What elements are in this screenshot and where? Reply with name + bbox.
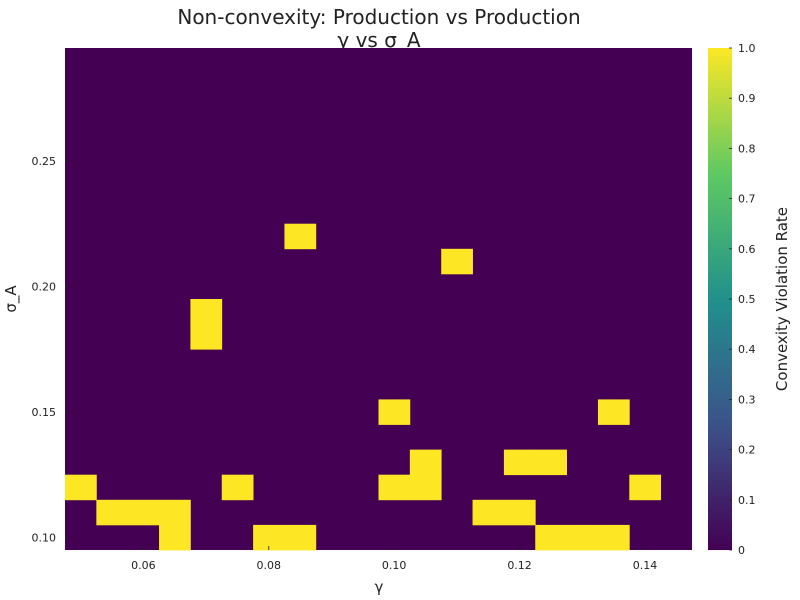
heatmap-cell bbox=[378, 399, 411, 425]
heatmap-cell bbox=[190, 324, 223, 350]
heatmap-cell bbox=[378, 474, 411, 501]
heatmap-cell bbox=[409, 449, 442, 476]
colorbar-label: Convexity Violation Rate bbox=[773, 207, 791, 391]
chart-title: Non-convexity: Production vs Production bbox=[177, 5, 580, 29]
heatmap-cell bbox=[503, 449, 536, 476]
colorbar-tick-label: 0.6 bbox=[738, 243, 756, 256]
plot-area bbox=[65, 48, 692, 551]
heatmap-cell bbox=[629, 474, 662, 501]
x-tick-label: 0.12 bbox=[507, 559, 532, 572]
colorbar-tick-label: 0.8 bbox=[738, 142, 756, 155]
colorbar-tick-label: 0.2 bbox=[738, 444, 756, 457]
x-axis-ticks: 0.06 0.08 0.10 0.12 0.14 bbox=[131, 546, 657, 572]
x-tick-label: 0.08 bbox=[257, 559, 282, 572]
heatmap-cell bbox=[284, 524, 317, 551]
heatmap-cells bbox=[65, 223, 662, 551]
heatmap-cell bbox=[190, 299, 223, 325]
colorbar-ticks: 0 0.1 0.2 0.3 0.4 0.5 0.6 0.7 0.8 0.9 1.0 bbox=[729, 42, 756, 557]
heatmap-cell bbox=[159, 524, 191, 551]
x-axis-label: γ bbox=[375, 578, 384, 596]
heatmap-cell bbox=[441, 248, 473, 275]
colorbar-tick-label: 0.9 bbox=[738, 92, 756, 105]
heatmap-cell bbox=[221, 474, 254, 501]
heatmap-cell bbox=[127, 499, 160, 526]
colorbar-tick-label: 0 bbox=[738, 544, 745, 557]
heatmap-cell bbox=[597, 524, 630, 551]
y-axis-label: σ_A bbox=[2, 285, 21, 313]
y-tick-label: 0.10 bbox=[32, 531, 57, 544]
colorbar-tick-label: 0.4 bbox=[738, 343, 756, 356]
heatmap-cell bbox=[284, 223, 317, 250]
colorbar bbox=[708, 48, 732, 550]
heatmap-cell bbox=[472, 499, 505, 526]
heatmap-cell bbox=[535, 449, 567, 476]
x-tick-label: 0.14 bbox=[633, 559, 658, 572]
heatmap-cell bbox=[159, 499, 191, 526]
x-tick-label: 0.06 bbox=[131, 559, 156, 572]
plot-background bbox=[65, 48, 692, 550]
y-tick-label: 0.25 bbox=[32, 155, 57, 168]
heatmap-cell bbox=[535, 524, 567, 551]
colorbar-tick-label: 0.5 bbox=[738, 293, 756, 306]
heatmap-cell bbox=[409, 474, 442, 501]
heatmap-cell bbox=[566, 524, 599, 551]
y-axis-ticks: 0.10 0.15 0.20 0.25 bbox=[32, 155, 69, 544]
heatmap-cell bbox=[96, 499, 129, 526]
colorbar-tick-label: 0.7 bbox=[738, 193, 756, 206]
y-tick-label: 0.15 bbox=[32, 406, 57, 419]
colorbar-tick-label: 0.3 bbox=[738, 393, 756, 406]
colorbar-tick-label: 0.1 bbox=[738, 494, 756, 507]
heatmap-cell bbox=[597, 399, 630, 425]
y-tick-label: 0.20 bbox=[32, 280, 57, 293]
colorbar-tick-label: 1.0 bbox=[738, 42, 756, 55]
x-tick-label: 0.10 bbox=[382, 559, 407, 572]
heatmap-cell bbox=[65, 474, 97, 501]
heatmap-cell bbox=[503, 499, 536, 526]
